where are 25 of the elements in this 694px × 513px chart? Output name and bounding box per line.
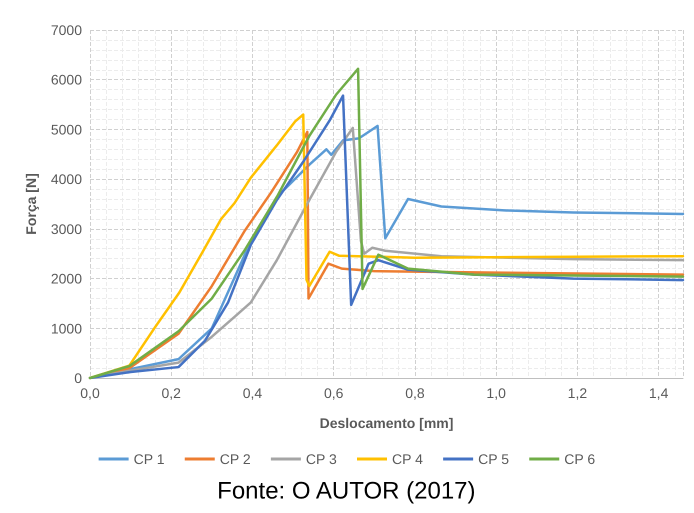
y-tick-label: 4000 [50, 171, 82, 188]
legend-label: CP 1 [134, 451, 165, 467]
y-axis-title: Força [N] [23, 173, 39, 235]
legend-label: CP 5 [478, 451, 510, 467]
legend-label: CP 2 [220, 451, 251, 467]
x-tick-label: 0,4 [242, 385, 262, 401]
x-tick-label: 0,0 [80, 385, 100, 401]
x-tick-label: 1,4 [648, 385, 669, 401]
x-tick-label: 0,2 [162, 385, 182, 401]
y-tick-label: 3000 [50, 220, 82, 237]
x-axis-title: Deslocamento [mm] [320, 415, 454, 431]
y-tick-label: 6000 [50, 72, 82, 88]
y-tick-label: 0 [74, 370, 82, 386]
x-tick-label: 0,6 [324, 385, 344, 401]
x-tick-label: 1,2 [568, 385, 588, 401]
y-tick-label: 1000 [50, 320, 82, 336]
legend-label: CP 4 [392, 451, 424, 467]
y-tick-label: 2000 [50, 270, 82, 287]
x-tick-label: 0,8 [405, 385, 425, 401]
y-tick-label: 5000 [50, 121, 82, 138]
legend-label: CP 6 [564, 451, 596, 467]
y-tick-label: 7000 [50, 22, 82, 38]
source-note: Fonte: O AUTOR (2017) [217, 478, 476, 504]
x-tick-label: 1,0 [486, 385, 506, 401]
legend-label: CP 3 [306, 451, 337, 467]
